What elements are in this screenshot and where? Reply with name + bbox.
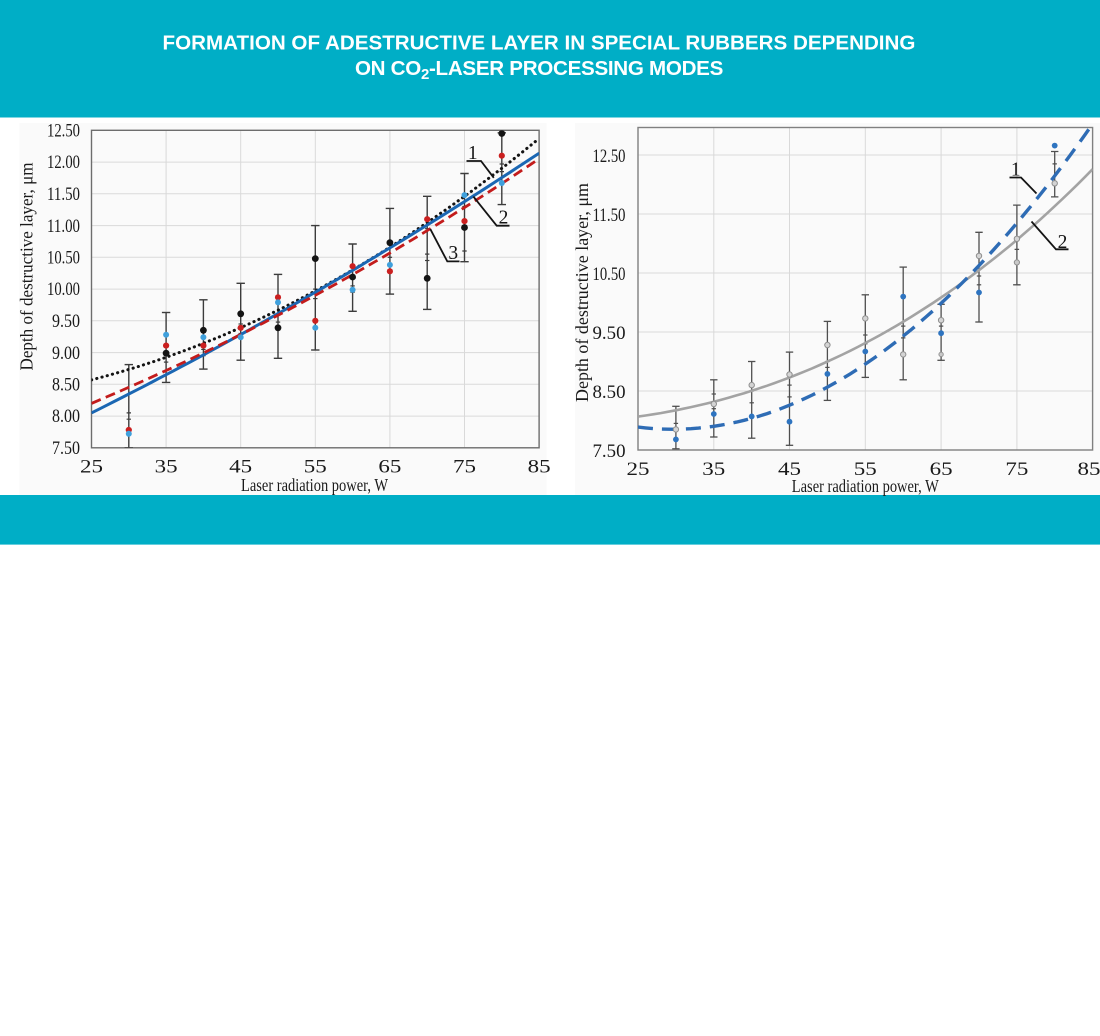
svg-text:2: 2 xyxy=(1058,232,1068,253)
svg-text:7.50: 7.50 xyxy=(52,439,80,459)
svg-text:11.00: 11.00 xyxy=(47,217,80,237)
svg-text:35: 35 xyxy=(702,460,725,480)
svg-text:FORMATION OF ADESTRUCTIVE LAYE: FORMATION OF ADESTRUCTIVE LAYER IN SPECI… xyxy=(163,32,916,55)
svg-text:8.50: 8.50 xyxy=(593,383,626,403)
svg-text:11.50: 11.50 xyxy=(593,206,626,226)
svg-text:9.50: 9.50 xyxy=(52,312,80,332)
svg-text:1: 1 xyxy=(1011,159,1021,180)
svg-text:25: 25 xyxy=(627,460,650,480)
svg-text:8.50: 8.50 xyxy=(52,376,80,396)
svg-text:ON CO2-LASER PROCESSING MODES: ON CO2-LASER PROCESSING MODES xyxy=(355,57,723,83)
svg-text:35: 35 xyxy=(155,458,178,478)
svg-text:10.00: 10.00 xyxy=(47,280,80,300)
svg-text:85: 85 xyxy=(1078,460,1100,480)
svg-text:Laser radiation power, W: Laser radiation power, W xyxy=(241,475,388,495)
svg-text:85: 85 xyxy=(528,458,551,478)
svg-text:8.00: 8.00 xyxy=(52,407,80,427)
svg-text:1: 1 xyxy=(468,143,478,164)
svg-text:10.50: 10.50 xyxy=(593,265,626,285)
svg-text:7.50: 7.50 xyxy=(593,442,626,462)
svg-text:11.50: 11.50 xyxy=(47,185,80,205)
svg-text:3: 3 xyxy=(448,243,458,264)
svg-text:75: 75 xyxy=(1005,460,1028,480)
svg-text:2: 2 xyxy=(499,208,509,229)
svg-text:10.50: 10.50 xyxy=(47,249,80,269)
svg-text:9.50: 9.50 xyxy=(593,324,626,344)
svg-text:25: 25 xyxy=(80,458,103,478)
svg-text:Laser radiation power, W: Laser radiation power, W xyxy=(792,476,939,496)
svg-text:75: 75 xyxy=(453,458,476,478)
svg-text:Depth of destructive layer, μm: Depth of destructive layer, μm xyxy=(17,162,37,370)
svg-text:Depth of destructive layer, μm: Depth of destructive layer, μm xyxy=(572,183,592,402)
svg-text:9.00: 9.00 xyxy=(52,344,80,364)
svg-text:12.50: 12.50 xyxy=(47,122,80,142)
svg-text:12.00: 12.00 xyxy=(47,153,80,173)
svg-text:12.50: 12.50 xyxy=(593,147,626,167)
